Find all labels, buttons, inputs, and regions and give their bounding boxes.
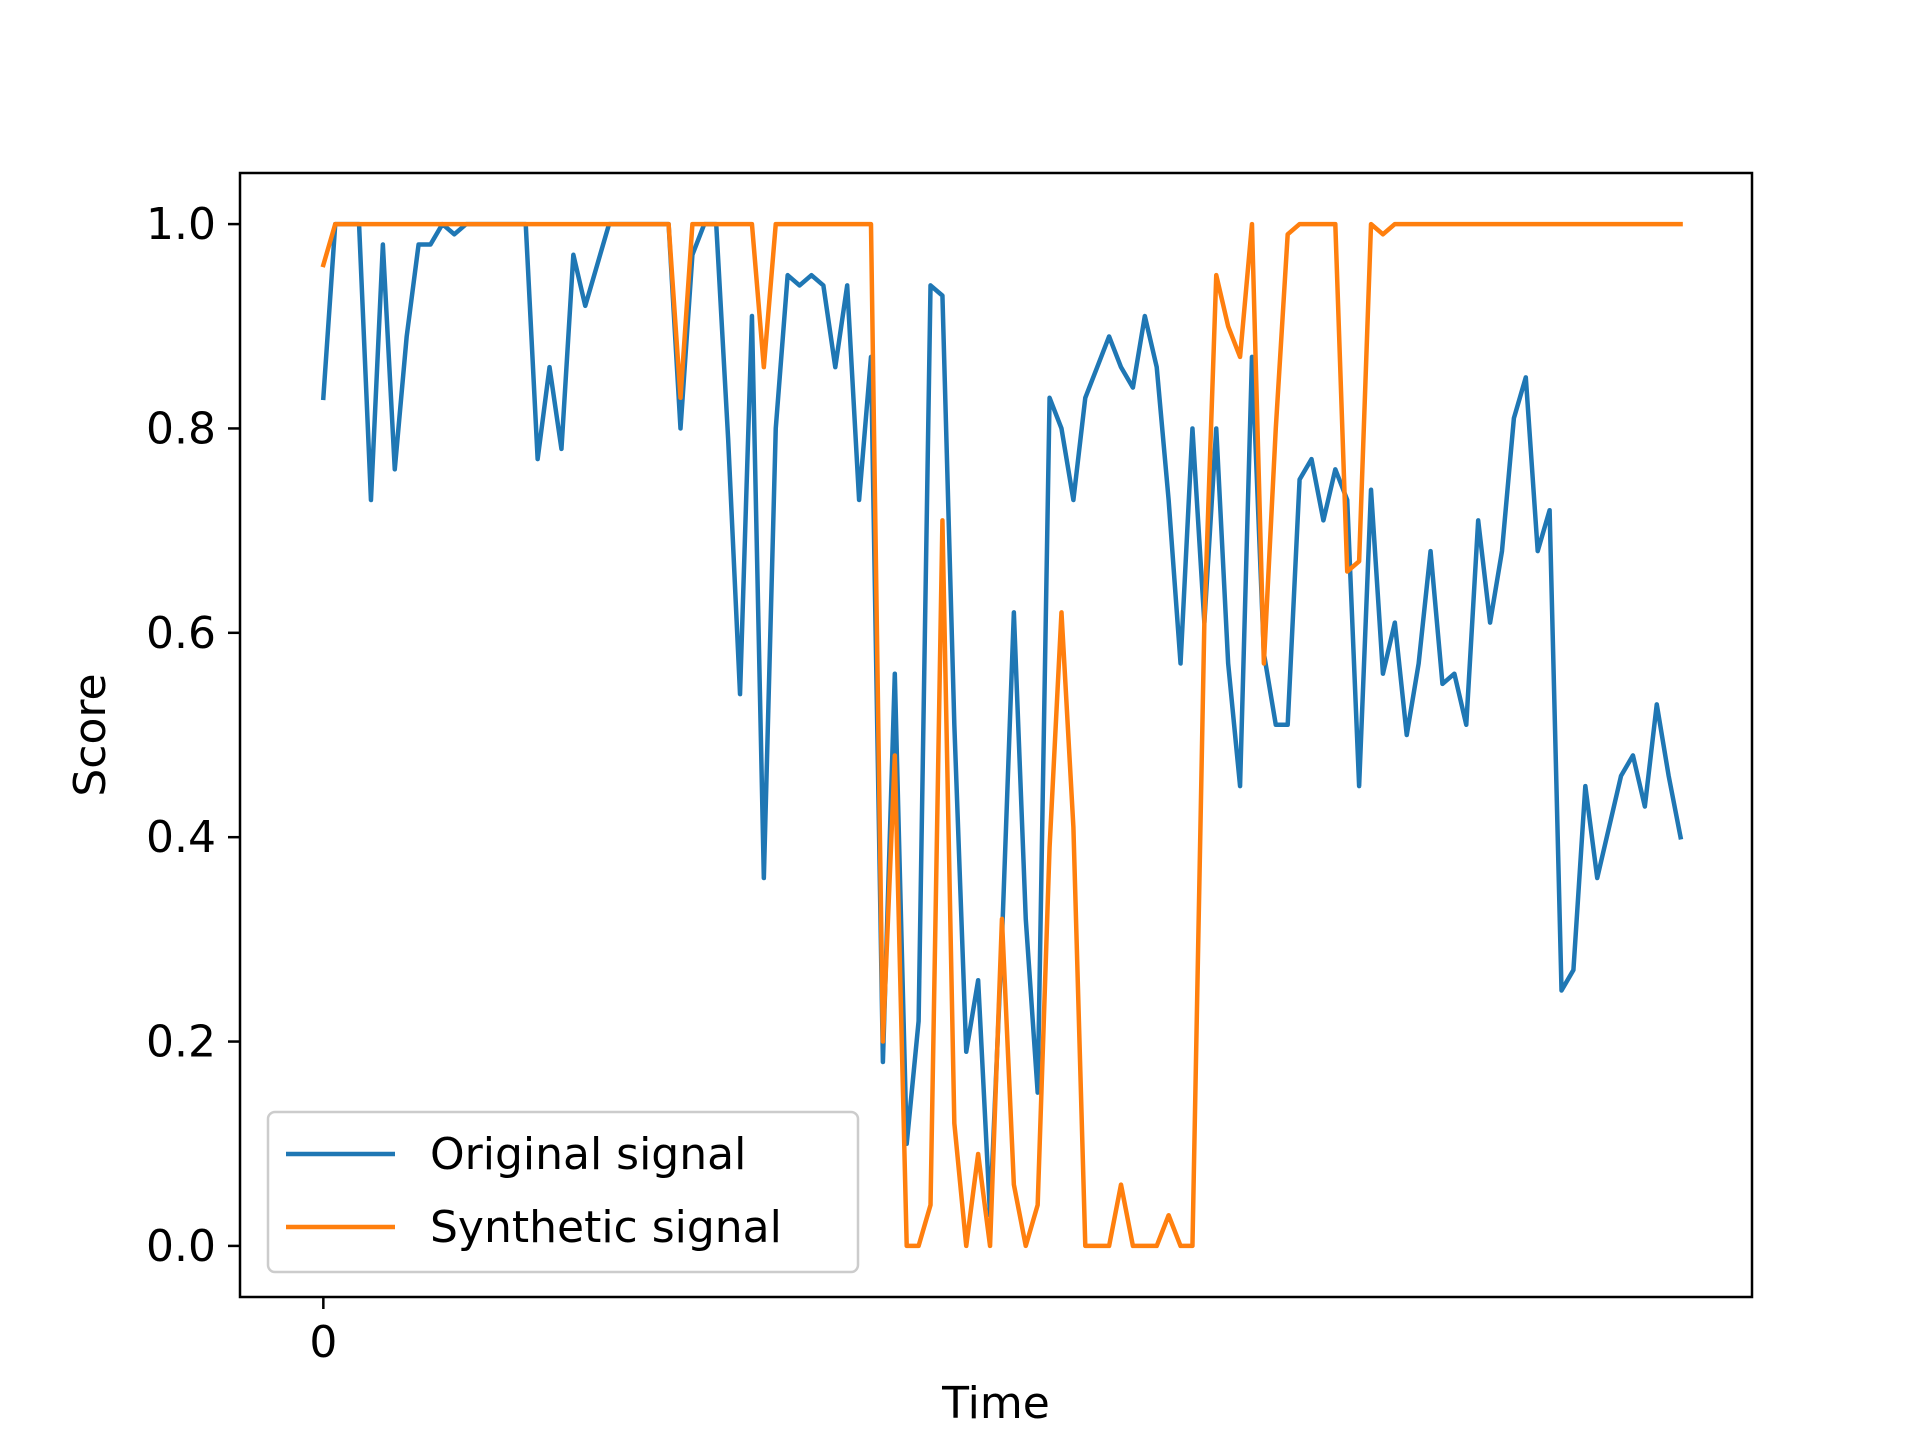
y-tick-label: 1.0 <box>146 199 216 250</box>
y-tick-label: 0.8 <box>146 403 216 454</box>
y-axis-label: Score <box>65 673 116 796</box>
y-tick-label: 0.2 <box>146 1017 216 1068</box>
y-tick-label: 0.0 <box>146 1221 216 1272</box>
ticks-layer: 0.0 0.2 0.4 0.6 0.8 1.0 0 <box>146 199 337 1368</box>
legend: Original signal Synthetic signal <box>266 1110 860 1274</box>
y-tick-label: 0.6 <box>146 608 216 659</box>
legend-label-original-signal: Original signal <box>430 1129 746 1180</box>
series-layer <box>320 221 1684 1249</box>
y-tick-label: 0.4 <box>146 812 216 863</box>
series-line-synthetic-signal <box>320 221 1683 1249</box>
legend-box <box>266 1110 860 1274</box>
legend-label-synthetic-signal: Synthetic signal <box>430 1202 782 1253</box>
x-tick-label: 0 <box>309 1317 337 1368</box>
plot-frame <box>238 171 1754 1299</box>
x-axis-label: Time <box>941 1378 1050 1429</box>
